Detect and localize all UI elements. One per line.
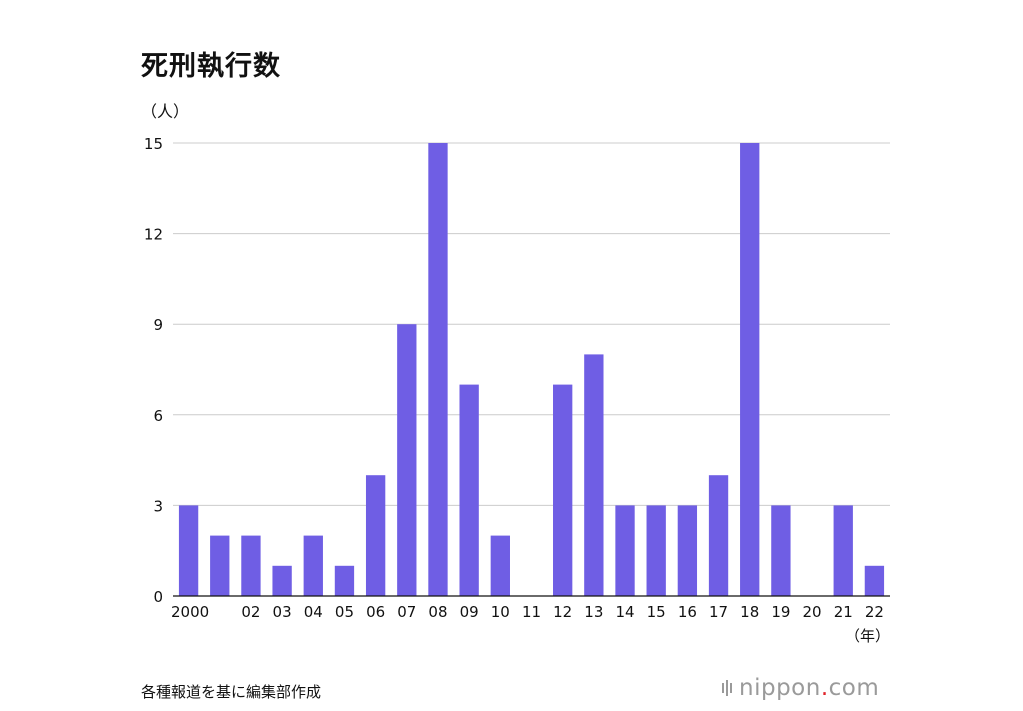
chart-title: 死刑執行数 [141,51,281,82]
bar [615,505,635,596]
x-tick-label: 15 [647,603,666,621]
x-tick-label: 20 [803,603,822,621]
x-tick-label: 08 [428,603,447,621]
x-tick-label: 06 [366,603,385,621]
y-tick-label: 0 [153,588,163,606]
y-tick-label: 9 [153,316,163,334]
bar [833,505,853,596]
x-tick-label: 14 [615,603,634,621]
x-tick-label: 19 [771,603,790,621]
logo-name: nippon [739,675,821,701]
x-tick-label: 11 [522,603,541,621]
nippon-logo: nippon. com [722,673,879,703]
y-tick-label: 3 [153,497,163,515]
x-tick-label: 17 [709,603,728,621]
y-tick-label: 6 [153,407,163,425]
logo-dot: . [820,675,829,701]
bar [428,143,448,596]
bar [708,475,729,596]
bar [459,384,479,596]
logo-suffix: com [828,675,880,701]
x-tick-label: 2000 [171,603,209,621]
y-axis-unit-label: （人） [141,102,189,121]
x-tick-label: 09 [460,603,479,621]
x-tick-label: 04 [304,603,323,621]
x-tick-label: 16 [678,603,697,621]
x-tick-label: 07 [397,603,416,621]
bar [677,505,698,596]
x-tick-label: 10 [491,603,510,621]
x-tick-label: 22 [865,603,884,621]
source-note: 各種報道を基に編集部作成 [141,683,322,701]
y-tick-label: 15 [144,135,163,153]
x-tick-label: 05 [335,603,354,621]
x-axis-unit-label: （年） [845,627,890,645]
bar [646,505,666,596]
bar [272,565,292,596]
x-tick-label: 03 [273,603,292,621]
bar [210,535,230,596]
bar [334,565,355,596]
x-tick-label: 02 [241,603,260,621]
bar [584,354,604,596]
x-tick-label: 12 [553,603,572,621]
x-tick-label: 18 [740,603,759,621]
bar [740,143,760,596]
bar [553,384,573,596]
bar [771,505,791,596]
bar [365,475,386,596]
bar [864,565,885,596]
bar [397,324,417,596]
logo-mark-icon [722,680,732,696]
x-tick-label: 13 [584,603,603,621]
bar [241,535,261,596]
bar [490,535,510,596]
x-tick-label: 21 [834,603,853,621]
y-tick-label: 12 [144,226,163,244]
bar [178,505,199,596]
bar [303,535,323,596]
